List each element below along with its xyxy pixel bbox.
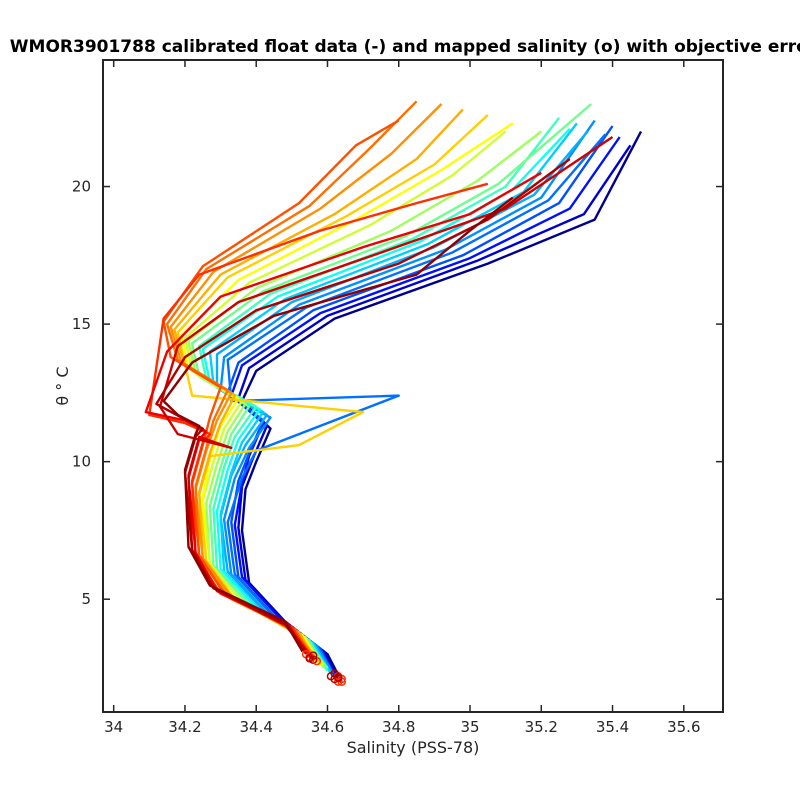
profile-line-11 [190,103,592,669]
profile-line-19 [162,119,400,658]
profile-line-9 [201,127,571,672]
x-tick-label: 34.2 [168,718,201,736]
plot-frame [102,59,724,713]
x-tick-label: 34.4 [240,718,273,736]
mapped-points-layer [301,649,346,686]
series-layer [144,100,643,683]
chart-title: WMOR3901788 calibrated float data (-) an… [10,37,800,57]
y-tick-label: 10 [72,453,91,471]
profile-line-15 [176,114,489,664]
mapped-point [333,673,343,682]
mapped-point [308,651,318,660]
y-tick-label: 5 [81,590,91,608]
profile-line-7 [215,130,589,675]
y-axis-label: θ ° C [53,366,72,405]
y-tick-label: 15 [72,315,91,333]
x-tick-label: 35 [460,718,479,736]
x-tick-label: 34.8 [382,718,415,736]
x-tick-label: 35.2 [525,718,558,736]
profile-line-17 [169,103,443,661]
x-tick-label: 35.6 [667,718,700,736]
y-tick-label: 20 [72,178,91,196]
x-tick-label: 35.4 [596,718,629,736]
y-axis: 5 10 15 20 [72,178,723,608]
x-axis-label: Salinity (PSS-78) [347,738,480,757]
x-axis: 34 34.2 34.4 34.6 34.8 35 35.2 35.4 35.6 [104,60,701,736]
x-tick-label: 34 [104,718,123,736]
profile-line-5 [226,133,607,677]
profile-line-13 [183,130,507,666]
x-tick-label: 34.6 [311,718,344,736]
profile-line-24 [162,196,514,653]
